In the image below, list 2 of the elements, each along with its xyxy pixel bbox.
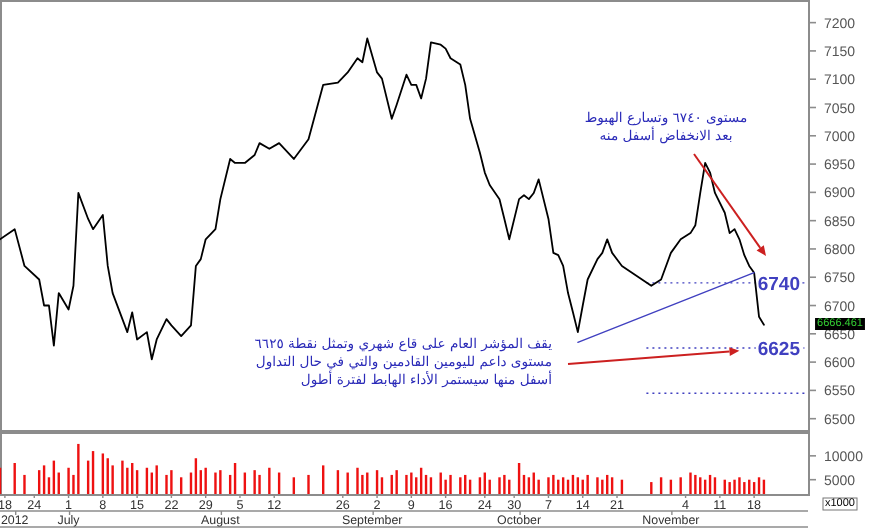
ref-line-label: 6740 bbox=[757, 273, 800, 296]
ref-line-label: 6625 bbox=[757, 338, 802, 361]
